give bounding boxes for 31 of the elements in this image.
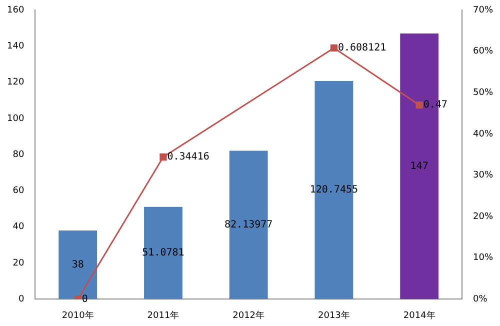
x-tick-label: 2010年 xyxy=(62,310,94,321)
y2-tick-label: 10% xyxy=(472,253,494,264)
data-label: 0 xyxy=(82,294,88,305)
y2-tick-label: 30% xyxy=(472,170,494,181)
y2-tick-label: 50% xyxy=(472,88,494,98)
x-tick-label: 2012年 xyxy=(232,310,265,321)
point xyxy=(416,101,423,109)
y-tick-label: 40 xyxy=(12,222,24,232)
y2-tick-label: 20% xyxy=(472,212,494,222)
bar xyxy=(144,206,182,300)
y2-tick-label: 0% xyxy=(472,294,488,305)
y-tick-label: 80 xyxy=(12,150,24,160)
y-tick-label: 0 xyxy=(18,294,24,305)
y2-tick-label: 70% xyxy=(472,5,494,16)
y-tick-label: 60 xyxy=(12,186,24,196)
x-tick-label: 2013年 xyxy=(318,310,350,321)
y-tick-label: 20 xyxy=(12,258,24,268)
y-tick-label: 160 xyxy=(6,5,24,16)
x-tick-label: 2014年 xyxy=(403,310,436,321)
y-tick-label: 100 xyxy=(6,114,24,124)
y2-tick-label: 60% xyxy=(472,46,494,57)
data-label: 147 xyxy=(410,160,428,172)
point xyxy=(160,153,167,161)
data-label: 0.34416 xyxy=(167,152,210,163)
y-tick-label: 140 xyxy=(6,41,24,52)
point xyxy=(330,44,338,52)
data-label: 0.608121 xyxy=(338,42,386,54)
y-tick-label: 120 xyxy=(6,78,24,88)
x-tick-label: 2011年 xyxy=(147,310,180,321)
data-label: 38 xyxy=(72,259,84,270)
y2-tick-label: 40% xyxy=(472,129,494,140)
